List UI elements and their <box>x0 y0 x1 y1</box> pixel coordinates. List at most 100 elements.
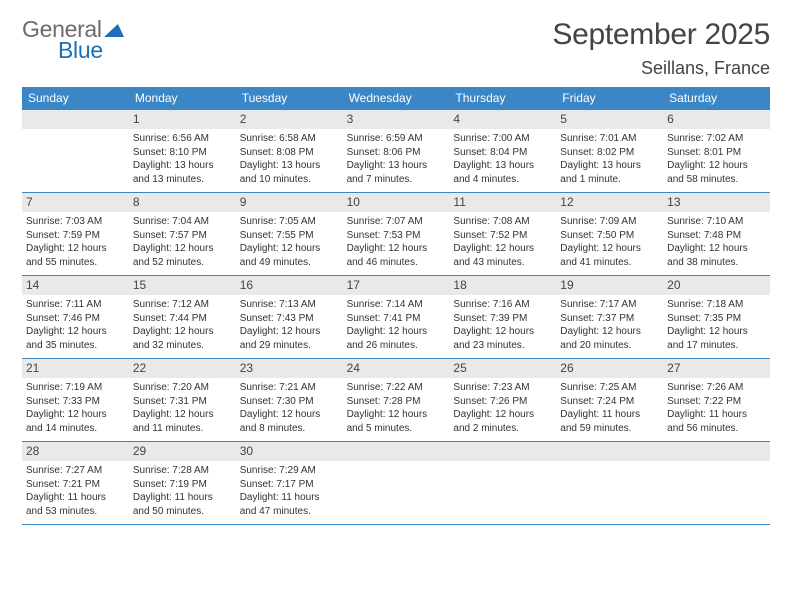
sunrise-line: Sunrise: 7:20 AM <box>133 381 232 395</box>
day-number: 3 <box>343 110 450 129</box>
day-info: Sunrise: 7:25 AMSunset: 7:24 PMDaylight:… <box>560 381 659 435</box>
sunrise-line: Sunrise: 7:19 AM <box>26 381 125 395</box>
day-number <box>343 442 450 461</box>
day-number: 20 <box>663 276 770 295</box>
sunrise-line: Sunrise: 7:26 AM <box>667 381 766 395</box>
day-number: 4 <box>449 110 556 129</box>
daylight-line: Daylight: 11 hours and 56 minutes. <box>667 408 766 435</box>
day-cell: 24Sunrise: 7:22 AMSunset: 7:28 PMDayligh… <box>343 359 450 441</box>
daylight-line: Daylight: 12 hours and 8 minutes. <box>240 408 339 435</box>
day-number: 10 <box>343 193 450 212</box>
daylight-line: Daylight: 12 hours and 2 minutes. <box>453 408 552 435</box>
daylight-line: Daylight: 12 hours and 43 minutes. <box>453 242 552 269</box>
sunset-line: Sunset: 7:55 PM <box>240 229 339 243</box>
sunrise-line: Sunrise: 7:14 AM <box>347 298 446 312</box>
daylight-line: Daylight: 12 hours and 32 minutes. <box>133 325 232 352</box>
weekday-header: Sunday Monday Tuesday Wednesday Thursday… <box>22 87 770 110</box>
sunset-line: Sunset: 8:08 PM <box>240 146 339 160</box>
sunrise-line: Sunrise: 7:09 AM <box>560 215 659 229</box>
daylight-line: Daylight: 12 hours and 5 minutes. <box>347 408 446 435</box>
header: General Blue September 2025 Seillans, Fr… <box>22 18 770 79</box>
weekday-mon: Monday <box>129 87 236 110</box>
day-cell: 3Sunrise: 6:59 AMSunset: 8:06 PMDaylight… <box>343 110 450 192</box>
sunrise-line: Sunrise: 7:02 AM <box>667 132 766 146</box>
day-info: Sunrise: 7:05 AMSunset: 7:55 PMDaylight:… <box>240 215 339 269</box>
sunset-line: Sunset: 7:48 PM <box>667 229 766 243</box>
sunrise-line: Sunrise: 7:03 AM <box>26 215 125 229</box>
daylight-line: Daylight: 12 hours and 20 minutes. <box>560 325 659 352</box>
weekday-sun: Sunday <box>22 87 129 110</box>
sunrise-line: Sunrise: 7:27 AM <box>26 464 125 478</box>
day-number: 16 <box>236 276 343 295</box>
day-cell: 25Sunrise: 7:23 AMSunset: 7:26 PMDayligh… <box>449 359 556 441</box>
day-number: 19 <box>556 276 663 295</box>
day-number: 17 <box>343 276 450 295</box>
sunrise-line: Sunrise: 7:16 AM <box>453 298 552 312</box>
day-cell: 28Sunrise: 7:27 AMSunset: 7:21 PMDayligh… <box>22 442 129 524</box>
daylight-line: Daylight: 11 hours and 50 minutes. <box>133 491 232 518</box>
calendar: Sunday Monday Tuesday Wednesday Thursday… <box>22 87 770 525</box>
sunset-line: Sunset: 7:17 PM <box>240 478 339 492</box>
day-info: Sunrise: 7:22 AMSunset: 7:28 PMDaylight:… <box>347 381 446 435</box>
sunrise-line: Sunrise: 7:18 AM <box>667 298 766 312</box>
sunrise-line: Sunrise: 7:10 AM <box>667 215 766 229</box>
sunrise-line: Sunrise: 7:29 AM <box>240 464 339 478</box>
sunset-line: Sunset: 7:41 PM <box>347 312 446 326</box>
sunset-line: Sunset: 8:10 PM <box>133 146 232 160</box>
day-info: Sunrise: 7:29 AMSunset: 7:17 PMDaylight:… <box>240 464 339 518</box>
day-number <box>663 442 770 461</box>
day-cell: 16Sunrise: 7:13 AMSunset: 7:43 PMDayligh… <box>236 276 343 358</box>
sunset-line: Sunset: 7:37 PM <box>560 312 659 326</box>
day-cell: 10 Sunrise: 7:07 AMSunset: 7:53 PMDayligh… <box>343 193 450 275</box>
empty-cell <box>343 442 450 524</box>
day-number: 1 <box>129 110 236 129</box>
day-number: 18 <box>449 276 556 295</box>
day-number: 23 <box>236 359 343 378</box>
sunrise-line: Sunrise: 6:59 AM <box>347 132 446 146</box>
daylight-line: Daylight: 12 hours and 46 minutes. <box>347 242 446 269</box>
sunset-line: Sunset: 7:33 PM <box>26 395 125 409</box>
calendar-page: General Blue September 2025 Seillans, Fr… <box>0 0 792 525</box>
day-cell: 15Sunrise: 7:12 AMSunset: 7:44 PMDayligh… <box>129 276 236 358</box>
sunrise-line: Sunrise: 7:21 AM <box>240 381 339 395</box>
sunrise-line: Sunrise: 7:07 AM <box>347 215 446 229</box>
day-info: Sunrise: 6:56 AMSunset: 8:10 PMDaylight:… <box>133 132 232 186</box>
sunset-line: Sunset: 8:06 PM <box>347 146 446 160</box>
empty-cell <box>663 442 770 524</box>
day-cell: 8Sunrise: 7:04 AMSunset: 7:57 PMDaylight… <box>129 193 236 275</box>
day-number: 11 <box>449 193 556 212</box>
day-info: Sunrise: 7:09 AMSunset: 7:50 PMDaylight:… <box>560 215 659 269</box>
sunrise-line: Sunrise: 7:01 AM <box>560 132 659 146</box>
day-cell: 11 Sunrise: 7:08 AMSunset: 7:52 PMDayligh… <box>449 193 556 275</box>
daylight-line: Daylight: 13 hours and 13 minutes. <box>133 159 232 186</box>
day-info: Sunrise: 7:11 AMSunset: 7:46 PMDaylight:… <box>26 298 125 352</box>
sunset-line: Sunset: 8:04 PM <box>453 146 552 160</box>
day-cell: 6Sunrise: 7:02 AMSunset: 8:01 PMDaylight… <box>663 110 770 192</box>
sunrise-line: Sunrise: 7:05 AM <box>240 215 339 229</box>
sunrise-line: Sunrise: 7:08 AM <box>453 215 552 229</box>
daylight-line: Daylight: 12 hours and 52 minutes. <box>133 242 232 269</box>
week-row: 21Sunrise: 7:19 AMSunset: 7:33 PMDayligh… <box>22 359 770 442</box>
daylight-line: Daylight: 11 hours and 53 minutes. <box>26 491 125 518</box>
day-number: 5 <box>556 110 663 129</box>
day-info: Sunrise: 7:27 AMSunset: 7:21 PMDaylight:… <box>26 464 125 518</box>
sunrise-line: Sunrise: 6:56 AM <box>133 132 232 146</box>
day-cell: 2Sunrise: 6:58 AMSunset: 8:08 PMDaylight… <box>236 110 343 192</box>
sunset-line: Sunset: 7:35 PM <box>667 312 766 326</box>
sunset-line: Sunset: 8:02 PM <box>560 146 659 160</box>
day-info: Sunrise: 7:08 AMSunset: 7:52 PMDaylight:… <box>453 215 552 269</box>
day-number <box>449 442 556 461</box>
weekday-tue: Tuesday <box>236 87 343 110</box>
sunrise-line: Sunrise: 7:28 AM <box>133 464 232 478</box>
daylight-line: Daylight: 12 hours and 11 minutes. <box>133 408 232 435</box>
day-number: 29 <box>129 442 236 461</box>
logo-triangle-icon <box>104 18 124 41</box>
day-info: Sunrise: 7:21 AMSunset: 7:30 PMDaylight:… <box>240 381 339 435</box>
sunset-line: Sunset: 7:53 PM <box>347 229 446 243</box>
day-number: 9 <box>236 193 343 212</box>
sunrise-line: Sunrise: 7:00 AM <box>453 132 552 146</box>
day-number <box>22 110 129 129</box>
daylight-line: Daylight: 12 hours and 23 minutes. <box>453 325 552 352</box>
sunrise-line: Sunrise: 6:58 AM <box>240 132 339 146</box>
weeks-container: 1Sunrise: 6:56 AMSunset: 8:10 PMDaylight… <box>22 110 770 525</box>
